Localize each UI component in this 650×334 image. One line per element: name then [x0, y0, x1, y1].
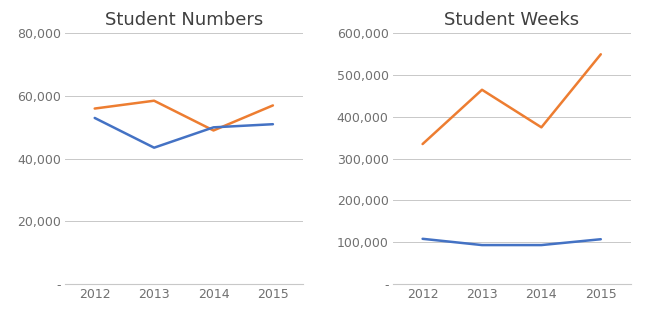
- Title: Student Numbers: Student Numbers: [105, 11, 263, 29]
- Title: Student Weeks: Student Weeks: [444, 11, 579, 29]
